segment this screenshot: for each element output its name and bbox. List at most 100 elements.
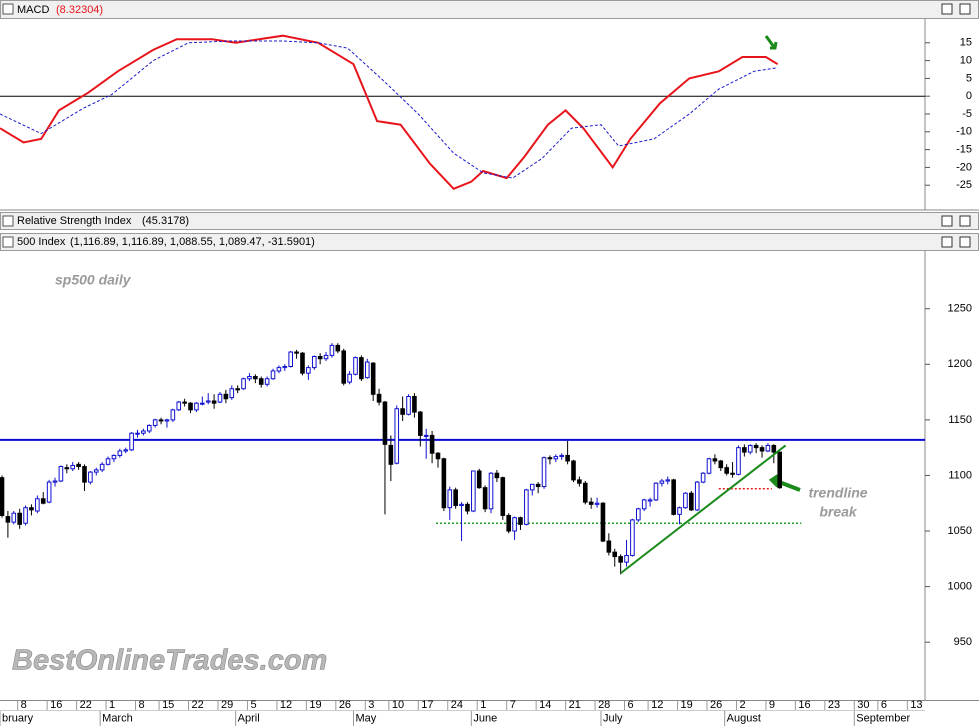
- candle-body: [453, 489, 458, 506]
- candle-body: [46, 481, 52, 503]
- candle-body: [541, 457, 547, 488]
- x-tick-label: 2: [739, 699, 745, 711]
- candle-body: [394, 408, 400, 464]
- candle-body: [5, 516, 11, 523]
- candle-body: [553, 456, 559, 460]
- candle-body: [40, 498, 46, 504]
- y-tick-label: 1100: [948, 469, 972, 481]
- y-tick-label: 1150: [948, 414, 972, 426]
- x-tick-label: 22: [80, 699, 92, 711]
- x-tick-label: 8: [21, 699, 27, 711]
- candle-body: [571, 460, 576, 481]
- candle-body: [188, 402, 193, 411]
- month-label: bruary: [2, 712, 34, 724]
- month-label: June: [473, 712, 497, 724]
- x-tick-label: 17: [421, 699, 433, 711]
- x-tick-label: 1: [109, 699, 115, 711]
- candle-body: [176, 401, 182, 411]
- x-tick-label: 26: [339, 699, 351, 711]
- panel-value: (45.3178): [142, 215, 189, 227]
- maximize-button[interactable]: [941, 3, 953, 15]
- candle-body: [306, 367, 311, 374]
- x-tick-label: 14: [539, 699, 551, 711]
- candle-body: [52, 480, 58, 483]
- x-tick-label: 1: [480, 699, 486, 711]
- x-tick-label: 16: [50, 699, 62, 711]
- candle-body: [718, 460, 724, 469]
- candle-body: [35, 498, 40, 512]
- panel-icon: [2, 3, 14, 15]
- maximize-button[interactable]: [941, 215, 953, 227]
- candle-body: [400, 408, 405, 415]
- x-tick-label: 28: [598, 699, 610, 711]
- y-tick-label: -20: [956, 161, 972, 173]
- candle-body: [347, 373, 352, 383]
- candle-body: [618, 556, 623, 563]
- candle-body: [158, 419, 164, 422]
- y-tick-label: 15: [960, 37, 972, 49]
- panel-value: (8.32304): [56, 4, 103, 16]
- candle-body: [494, 472, 500, 479]
- close-button[interactable]: [959, 215, 971, 227]
- candle-body: [82, 466, 87, 483]
- month-label: September: [856, 712, 910, 724]
- month-label: May: [356, 712, 377, 724]
- candle-body: [170, 409, 176, 421]
- candle-body: [753, 444, 759, 449]
- y-tick-label: 1050: [948, 525, 972, 537]
- x-tick-label: 19: [309, 699, 321, 711]
- candle-body: [282, 366, 288, 369]
- panel-icon: [2, 236, 14, 248]
- candle-body: [565, 454, 570, 462]
- candle-body: [264, 378, 270, 385]
- candle-body: [288, 351, 293, 368]
- candle-body: [200, 402, 205, 405]
- x-tick-label: 5: [250, 699, 256, 711]
- maximize-button[interactable]: [941, 236, 953, 248]
- candle-body: [300, 352, 305, 374]
- y-tick-label: 1250: [948, 303, 972, 315]
- candle-body: [217, 393, 223, 403]
- candle-body: [418, 411, 423, 436]
- y-tick-label: 1200: [948, 358, 972, 370]
- x-tick-label: 22: [192, 699, 204, 711]
- candle-body: [588, 501, 594, 505]
- candle-body: [341, 350, 347, 384]
- panel-icon: [2, 215, 14, 227]
- panel-title: MACD: [17, 4, 49, 16]
- candle-body: [99, 463, 105, 471]
- candle-body: [488, 472, 494, 510]
- candle-body: [194, 402, 199, 411]
- candle-body: [582, 482, 588, 503]
- x-tick-label: 16: [798, 699, 810, 711]
- candle-body: [606, 540, 612, 553]
- candle-body: [70, 464, 76, 470]
- candle-body: [677, 507, 682, 515]
- close-button[interactable]: [959, 236, 971, 248]
- candle-body: [323, 354, 329, 360]
- x-tick-label: 13: [910, 699, 922, 711]
- close-button[interactable]: [959, 3, 971, 15]
- annotation: sp500 daily: [55, 272, 132, 288]
- y-tick-label: 1000: [948, 581, 972, 593]
- macd-line: [0, 34, 779, 190]
- candle-body: [64, 467, 70, 470]
- candle-body: [736, 447, 741, 475]
- annotation: break: [819, 504, 858, 520]
- candle-body: [747, 444, 753, 453]
- candle-body: [388, 444, 394, 465]
- candle-body: [712, 458, 718, 462]
- candle-body: [406, 396, 411, 415]
- candle-body: [435, 452, 441, 460]
- candle-body: [0, 477, 5, 516]
- x-tick-label: 12: [280, 699, 292, 711]
- candle-body: [742, 447, 747, 453]
- x-tick-label: 23: [828, 699, 840, 711]
- candle-body: [58, 466, 64, 482]
- candle-body: [441, 458, 447, 509]
- candle-body: [730, 472, 735, 475]
- candle-body: [211, 400, 217, 404]
- candle-body: [641, 499, 647, 510]
- panel-title: Relative Strength Index: [17, 215, 132, 227]
